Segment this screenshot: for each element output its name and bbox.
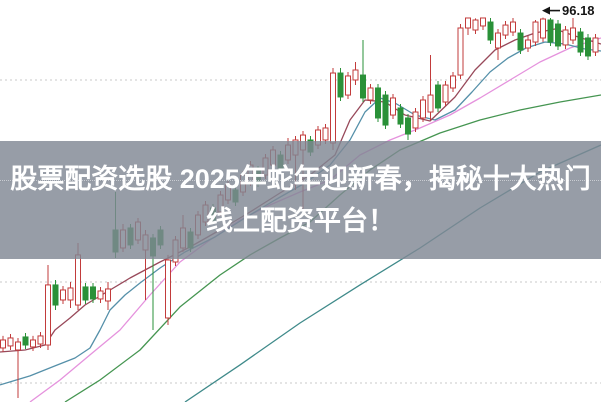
headline-line1: 股票配资选股 2025年蛇年迎新春，揭秘十大热门 [10,164,591,194]
candle-up [562,29,569,46]
candle-up [75,254,81,306]
candle-up [30,339,36,348]
candle-up [390,97,396,116]
candle-down [547,19,554,43]
candle-up [7,337,14,347]
annotation-high-value: 96.18 [562,3,595,18]
gridline-through-overlay [0,180,601,181]
candle-up [0,339,6,349]
candle-down [82,286,89,301]
candle-up [427,94,434,113]
candle-up [345,75,351,96]
candle-down [375,87,381,119]
candle-up [502,24,509,36]
candle-up [60,289,66,301]
candle-up [525,39,531,49]
candle-down [435,84,441,109]
candle-up [37,335,44,345]
candle-up [45,284,51,346]
candle-up [532,21,539,43]
candle-up [367,87,374,101]
candle-up [412,111,419,129]
candle-down [487,21,494,41]
candle-up [472,19,479,31]
candle-up [322,127,329,141]
candle-up [67,287,74,301]
candle-up [442,84,449,103]
headline-line2: 线上配资平台！ [206,206,395,236]
candle-up [330,72,336,144]
candle-down [585,37,591,57]
candle-up [592,37,599,53]
candle-up [480,17,486,27]
candle-down [90,286,96,300]
candle-down [22,336,29,346]
candle-up [105,288,111,302]
candle-up [420,99,426,119]
candle-down [397,107,404,125]
candle-down [382,94,389,126]
candle-down [555,23,561,47]
candle-down [52,284,59,306]
candle-up [465,17,471,29]
candle-up [495,32,501,49]
annotation-arrowhead [542,6,550,15]
candle-up [540,18,546,39]
candle-down [517,32,524,51]
candle-down [360,74,366,99]
candle-down [577,31,584,53]
headline-overlay: 股票配资选股 2025年蛇年迎新春，揭秘十大热门 线上配资平台！ [0,141,601,259]
candle-up [457,27,464,76]
candle-up [450,75,456,89]
candle-up [510,21,516,33]
candle-up [97,290,104,300]
candle-down [405,117,411,135]
candle-up [165,259,171,319]
candle-up [352,69,359,81]
candle-up [570,27,576,41]
candle-down [337,72,344,98]
candle-up [15,341,21,351]
